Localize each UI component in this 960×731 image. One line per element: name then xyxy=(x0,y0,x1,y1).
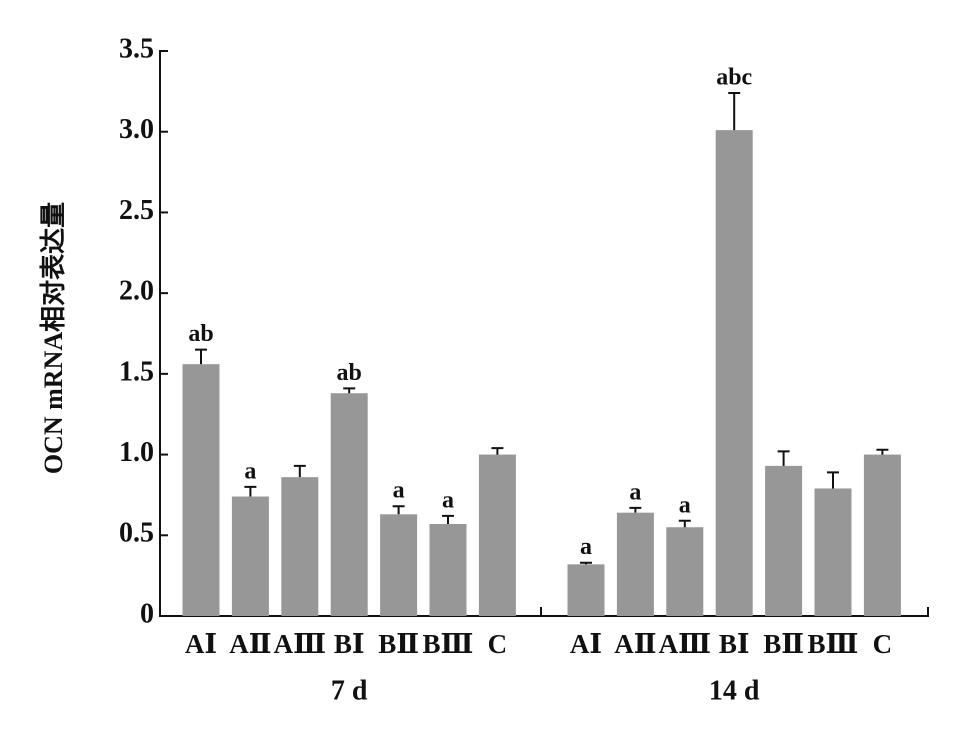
bar xyxy=(863,454,901,616)
y-tick-label: 1.5 xyxy=(119,356,154,387)
significance-label: a xyxy=(442,487,454,513)
bar xyxy=(715,130,753,616)
error-bar xyxy=(491,447,504,455)
error-bar xyxy=(392,505,405,515)
error-bar xyxy=(442,514,454,524)
bar xyxy=(281,477,319,616)
y-tick-label: 2.5 xyxy=(119,195,154,226)
x-tick-label: BⅡ xyxy=(763,629,804,659)
error-bar xyxy=(293,464,306,478)
bar xyxy=(330,393,368,616)
bar xyxy=(814,488,852,616)
bar xyxy=(567,564,605,616)
error-bar xyxy=(244,485,257,497)
group-label: 7 d xyxy=(331,675,368,706)
significance-label: a xyxy=(393,478,405,504)
error-bar xyxy=(629,506,642,513)
error-bar xyxy=(777,450,790,466)
bar xyxy=(765,465,803,616)
y-tick-label: 3.5 xyxy=(119,33,154,64)
significance-label: ab xyxy=(337,360,362,386)
y-tick-label: 1.0 xyxy=(119,437,154,468)
x-tick-label: BⅢ xyxy=(808,629,859,659)
error-bar xyxy=(678,519,691,528)
bar xyxy=(478,454,516,616)
bar xyxy=(380,514,418,616)
error-bar xyxy=(876,448,889,455)
y-tick-label: 0 xyxy=(140,598,154,629)
group-label: 14 d xyxy=(709,675,760,706)
significance-label: a xyxy=(580,534,592,560)
y-tick-label: 2.0 xyxy=(119,276,154,307)
significance-label: a xyxy=(679,492,691,518)
error-bar xyxy=(827,471,839,489)
significance-label: a xyxy=(629,479,641,505)
bar xyxy=(429,523,467,616)
significance-label: ab xyxy=(188,321,213,347)
y-axis-label: OCN mRNA相对表达量 xyxy=(39,202,68,474)
x-tick-label: BⅠ xyxy=(719,629,750,659)
x-tick-label: C xyxy=(873,629,893,659)
x-tick-label: BⅡ xyxy=(378,629,419,659)
bar xyxy=(666,527,704,616)
x-tick-label: AⅢ xyxy=(274,629,326,659)
y-tick-label: 0.5 xyxy=(119,518,154,549)
bar xyxy=(616,512,654,616)
bar xyxy=(231,496,269,616)
error-bar xyxy=(343,387,356,394)
x-tick-label: C xyxy=(488,629,508,659)
bar xyxy=(182,364,220,616)
error-bar xyxy=(195,348,207,365)
error-bar xyxy=(728,91,741,131)
y-tick-label: 3.0 xyxy=(119,114,154,145)
error-bar xyxy=(580,561,592,565)
x-tick-label: AⅠ xyxy=(185,629,217,659)
x-tick-label: AⅢ xyxy=(659,629,711,659)
x-tick-label: AⅡ xyxy=(229,629,271,659)
x-tick-label: AⅡ xyxy=(614,629,656,659)
x-tick-label: AⅠ xyxy=(570,629,602,659)
significance-label: a xyxy=(244,458,256,484)
x-tick-label: BⅠ xyxy=(334,629,365,659)
significance-label: abc xyxy=(716,64,752,90)
x-tick-label: BⅢ xyxy=(423,629,474,659)
